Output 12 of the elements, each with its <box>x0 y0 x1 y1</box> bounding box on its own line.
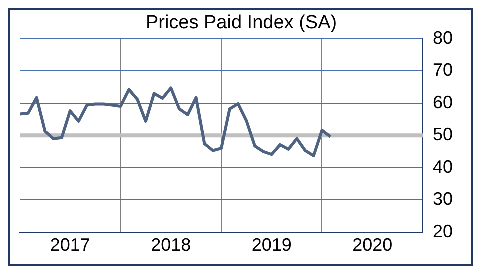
x-tick-label: 2018 <box>151 235 192 256</box>
y-tick-label: 60 <box>432 92 454 112</box>
y-tick-label: 80 <box>432 28 454 48</box>
y-tick-label: 70 <box>432 60 454 80</box>
x-tick-label: 2019 <box>252 235 292 256</box>
y-tick-label: 50 <box>432 124 454 145</box>
y-tick-label: 40 <box>432 156 454 177</box>
x-tick-label: 2017 <box>50 235 90 256</box>
chart-title: Prices Paid Index (SA) <box>146 12 338 34</box>
y-tick-label: 30 <box>432 189 454 210</box>
y-tick-label: 20 <box>432 221 454 242</box>
x-tick-label: 2020 <box>352 235 393 256</box>
